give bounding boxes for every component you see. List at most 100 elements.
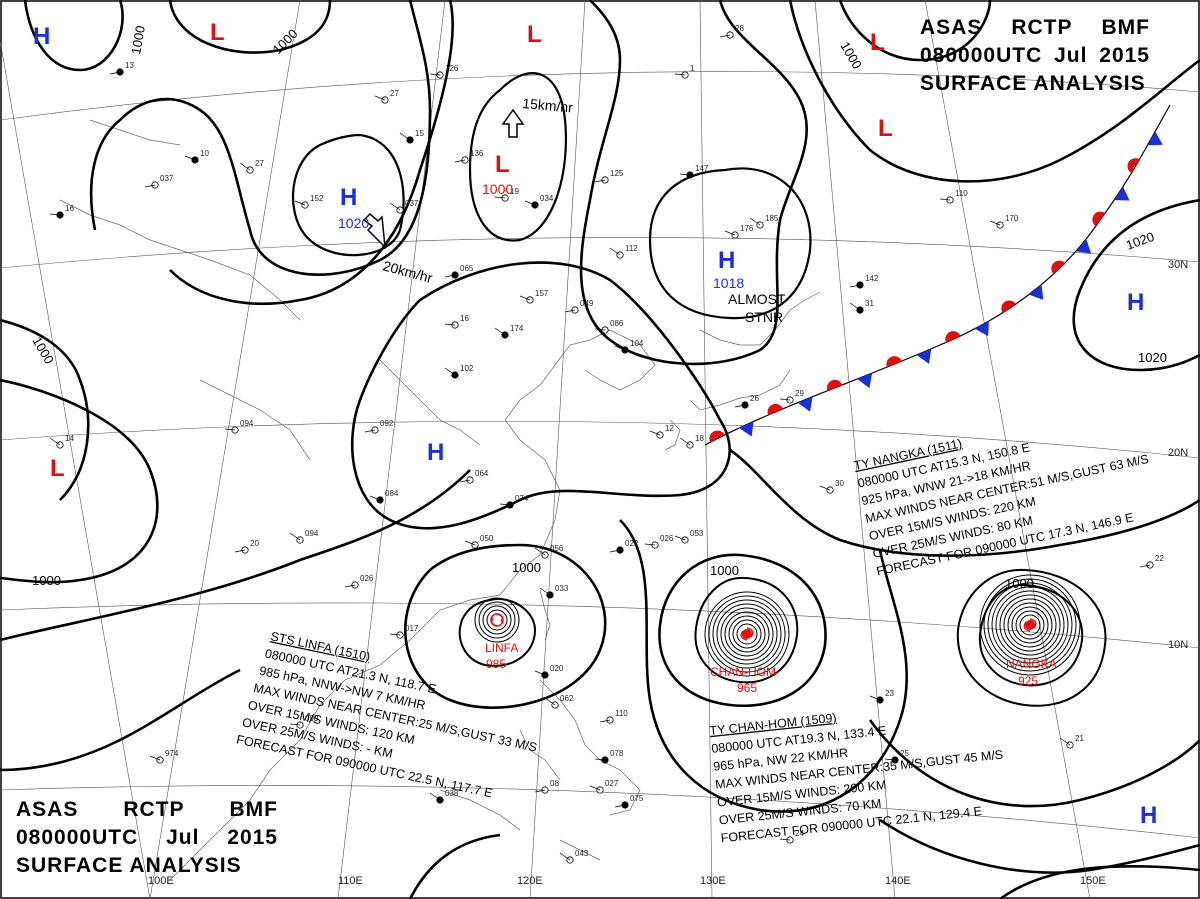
wind-barb xyxy=(149,755,161,761)
header-year: 2015 xyxy=(1099,44,1150,67)
station-value: 25 xyxy=(900,749,909,758)
wind-barb xyxy=(749,217,761,226)
isobar xyxy=(404,543,607,709)
header-source: BMF xyxy=(1101,16,1150,39)
cold-front-mark xyxy=(916,348,932,364)
isobar xyxy=(868,719,1200,808)
typhoon-ring xyxy=(704,591,790,677)
station-value: 125 xyxy=(610,169,624,178)
station-value: 038 xyxy=(445,789,459,798)
wind-barb xyxy=(614,345,626,351)
wind-barb xyxy=(939,198,951,201)
station-value: 092 xyxy=(380,419,394,428)
wind-barb xyxy=(724,230,736,236)
station-value: 974 xyxy=(165,749,179,758)
station-value: 152 xyxy=(310,194,324,203)
isobar xyxy=(999,864,1200,899)
lat-label: 30N xyxy=(1168,259,1188,271)
typhoon-symbols xyxy=(490,613,1037,641)
station-value: 017 xyxy=(405,624,419,633)
station-value: 13 xyxy=(125,61,134,70)
wind-barb xyxy=(429,73,441,76)
warm-front-mark xyxy=(945,331,961,343)
wind-barb xyxy=(429,792,441,801)
lat-label: 10N xyxy=(1168,639,1188,651)
station-value: 1 xyxy=(690,64,695,73)
stationary-note: ALMOST xyxy=(728,291,786,307)
typhoon-ring xyxy=(1007,602,1053,648)
cold-front-mark xyxy=(797,396,813,412)
header-time: 080000UTC xyxy=(16,826,139,849)
wind-barb xyxy=(609,549,621,553)
station-value: 112 xyxy=(625,244,638,253)
typhoon-pressure: 985 xyxy=(486,657,506,671)
station-value: 037 xyxy=(405,199,419,208)
station-value: 078 xyxy=(610,749,624,758)
cold-front-mark xyxy=(1075,239,1092,254)
typhoon-ring xyxy=(478,601,516,639)
header-line-1: ASAS RCTP BMF xyxy=(16,796,278,824)
station-value: 026 xyxy=(360,574,374,583)
isobar-label: 1020 xyxy=(1138,350,1167,365)
chart-header-top: ASAS RCTP BMF 080000UTC Jul 2015 SURFACE… xyxy=(920,14,1150,98)
station-value: 28 xyxy=(735,24,744,33)
typhoon-name: LINFA xyxy=(485,641,518,655)
header-line-1: ASAS RCTP BMF xyxy=(920,14,1150,42)
isobar xyxy=(694,576,799,684)
wind-barb xyxy=(499,503,511,506)
station-value: 16 xyxy=(65,204,74,213)
header-product: ASAS xyxy=(16,798,79,821)
wind-barb xyxy=(599,719,611,723)
isobar xyxy=(468,72,567,242)
typhoon-ring xyxy=(1019,614,1041,636)
station-value: 14 xyxy=(65,434,74,443)
lon-label: 110E xyxy=(338,875,363,887)
header-month: Jul xyxy=(1054,44,1088,67)
wind-barb xyxy=(719,34,731,38)
typhoon-ring xyxy=(983,578,1077,672)
typhoon-ring xyxy=(482,605,512,635)
station-value: 086 xyxy=(610,319,624,328)
isobar xyxy=(788,0,1200,183)
isobar xyxy=(658,553,827,708)
typhoon-ring xyxy=(724,611,770,657)
wind-barb xyxy=(539,587,551,596)
wind-barb xyxy=(389,633,401,636)
wind-barb xyxy=(779,838,791,841)
warm-front-mark xyxy=(826,379,843,391)
wind-barb xyxy=(779,398,791,401)
typhoon-ring xyxy=(728,615,766,653)
station-value: 062 xyxy=(560,694,574,703)
typhoon-ring xyxy=(474,597,520,643)
high-center-value: 1020 xyxy=(338,215,369,231)
wind-barb xyxy=(544,697,556,706)
header-product: ASAS xyxy=(920,16,983,39)
station-value: 185 xyxy=(765,214,779,223)
wind-barb xyxy=(49,213,61,216)
station-value: 31 xyxy=(865,299,874,308)
wind-barb xyxy=(374,95,386,101)
wind-barb xyxy=(534,789,546,793)
station-value: 074 xyxy=(515,494,529,503)
station-value: 037 xyxy=(160,174,174,183)
station-value: 20 xyxy=(250,539,259,548)
wind-barb xyxy=(674,535,686,541)
station-value: 084 xyxy=(385,489,399,498)
header-year: 2015 xyxy=(227,826,278,849)
station-value: 157 xyxy=(535,289,549,298)
station-value: 176 xyxy=(740,224,754,233)
low-center: L xyxy=(527,21,542,48)
station-value: 056 xyxy=(550,544,564,553)
coastlines xyxy=(59,119,821,881)
cold-front-mark xyxy=(857,373,873,389)
wind-barb xyxy=(524,200,536,206)
station-value: 23 xyxy=(885,689,894,698)
wind-barb xyxy=(459,479,471,483)
isobar xyxy=(169,0,454,306)
isobar-label: 1000 xyxy=(710,563,739,578)
typhoon-ring xyxy=(995,590,1065,660)
typhoon-ring xyxy=(987,582,1073,668)
